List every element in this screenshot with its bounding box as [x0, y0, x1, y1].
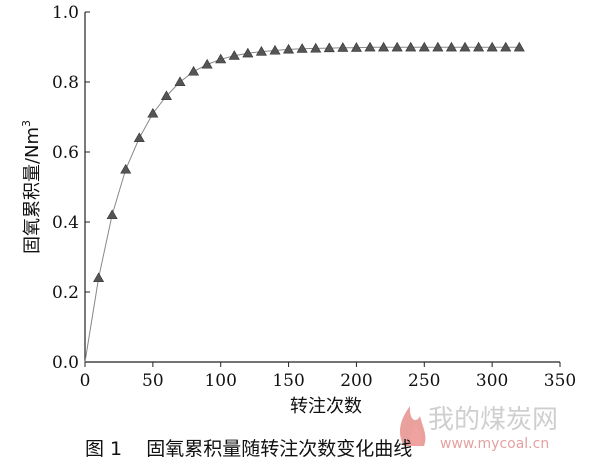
y-tick-label: 0.6 — [52, 143, 79, 163]
y-tick-label: 0.4 — [52, 213, 79, 233]
data-point-marker — [364, 41, 376, 52]
data-point-marker — [513, 41, 525, 52]
data-point-marker — [486, 41, 498, 52]
data-point-marker — [174, 76, 186, 87]
data-point-marker — [133, 132, 145, 143]
data-point-marker — [445, 41, 457, 52]
data-point-marker — [201, 58, 213, 69]
data-point-marker — [337, 42, 349, 52]
y-tick-label: 0.0 — [52, 353, 79, 373]
watermark: 我的煤炭网 www.mycoal.cn — [399, 405, 558, 452]
data-point-marker — [215, 53, 227, 64]
x-tick-label: 50 — [142, 371, 164, 391]
data-point-marker — [283, 43, 295, 54]
flame-logo-icon — [399, 406, 426, 446]
y-axis-title-superscript: 3 — [20, 120, 33, 127]
data-point-marker — [350, 42, 362, 52]
data-point-marker — [418, 41, 430, 52]
y-tick-label: 0.2 — [52, 283, 79, 303]
x-axis-title: 转注次数 — [290, 396, 362, 417]
series-line — [84, 46, 520, 363]
figure-caption: 图 1 固氧累积量随转注次数变化曲线 — [85, 438, 412, 460]
y-tick-label: 1.0 — [52, 3, 79, 23]
watermark-text-cn: 我的煤炭网 — [428, 405, 558, 435]
data-point-marker — [459, 41, 471, 52]
data-point-marker — [93, 272, 105, 283]
data-point-marker — [500, 41, 512, 52]
axes — [84, 12, 560, 363]
x-tick-label: 150 — [272, 371, 304, 391]
data-point-marker — [106, 209, 118, 220]
data-point-marker — [310, 42, 322, 53]
ticks: 0 50 100 150 200 250 300 350 0.0 0.2 0.4 0.6 0.8 1.0 — [52, 3, 576, 391]
x-tick-label: 200 — [340, 371, 372, 391]
data-point-marker — [147, 107, 159, 118]
data-point-marker — [188, 65, 200, 76]
x-tick-label: 350 — [544, 371, 576, 391]
data-point-marker — [296, 43, 308, 53]
data-point-marker — [391, 41, 403, 52]
x-tick-label: 300 — [476, 371, 508, 391]
data-point-marker — [242, 47, 254, 58]
data-point-marker — [160, 90, 172, 101]
data-point-marker — [120, 163, 132, 174]
data-point-marker — [323, 42, 335, 53]
y-tick-label: 0.8 — [52, 73, 79, 93]
data-point-marker — [473, 41, 485, 52]
data-point-marker — [405, 41, 417, 52]
x-tick-label: 100 — [204, 371, 236, 391]
watermark-text-en: www.mycoal.cn — [440, 436, 549, 452]
x-tick-label: 0 — [80, 371, 91, 391]
x-tick-label: 250 — [408, 371, 440, 391]
data-point-marker — [269, 44, 281, 55]
data-point-marker — [228, 50, 240, 60]
y-axis-title-main: 固氧累积量/Nm — [22, 127, 43, 254]
data-point-marker — [378, 41, 390, 52]
series-group — [84, 41, 525, 363]
data-point-marker — [255, 45, 267, 56]
data-point-marker — [432, 41, 444, 52]
y-axis-title: 固氧累积量/Nm3 — [20, 120, 43, 254]
